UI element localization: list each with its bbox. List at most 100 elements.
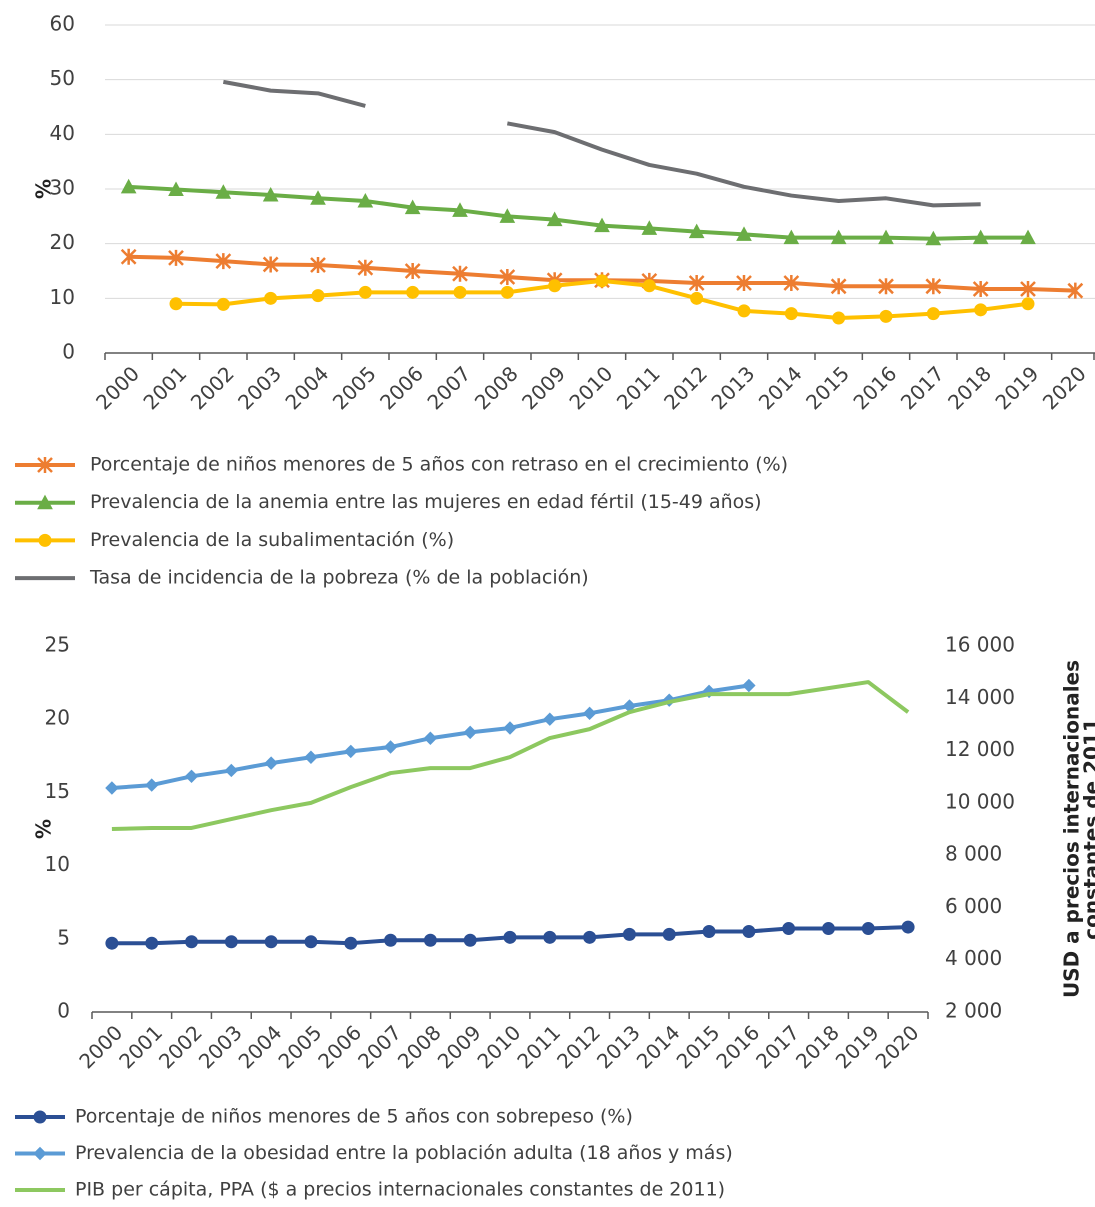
x-tick-label: 2008 bbox=[393, 1020, 446, 1073]
x-tick-label: 2005 bbox=[328, 361, 381, 414]
series-line bbox=[506, 121, 981, 208]
marker bbox=[503, 721, 517, 735]
marker bbox=[224, 763, 239, 778]
marker bbox=[972, 229, 989, 245]
x-tick-label: 2008 bbox=[470, 361, 523, 414]
marker bbox=[423, 933, 437, 947]
y2-tick-label: 16 000 bbox=[945, 633, 1015, 657]
marker bbox=[120, 178, 137, 194]
marker bbox=[736, 226, 752, 241]
marker bbox=[594, 217, 610, 233]
y-tick-label: 60 bbox=[50, 12, 75, 36]
x-tick-label: 2014 bbox=[754, 361, 807, 414]
y2-tick-label: 14 000 bbox=[945, 685, 1015, 709]
y-tick-label: 0 bbox=[57, 999, 70, 1023]
marker bbox=[784, 307, 798, 321]
marker bbox=[1021, 297, 1035, 311]
marker bbox=[406, 285, 420, 299]
marker bbox=[383, 740, 398, 754]
x-tick-label: 2001 bbox=[138, 361, 191, 414]
marker bbox=[311, 289, 325, 303]
y-tick-label: 20 bbox=[50, 230, 75, 254]
marker bbox=[582, 706, 597, 721]
marker bbox=[1020, 229, 1036, 245]
marker bbox=[546, 211, 563, 227]
y2-tick-label: 12 000 bbox=[945, 737, 1015, 761]
x-tick-label: 2009 bbox=[433, 1020, 486, 1073]
marker bbox=[830, 278, 847, 295]
marker bbox=[499, 269, 516, 286]
x-tick-label: 2018 bbox=[943, 361, 996, 414]
x-tick-label: 2013 bbox=[592, 1020, 645, 1073]
x-tick-label: 2011 bbox=[512, 1020, 565, 1073]
marker bbox=[737, 304, 751, 318]
marker bbox=[690, 291, 704, 305]
marker bbox=[642, 279, 656, 293]
x-tick-label: 2000 bbox=[74, 1020, 127, 1073]
x-tick-label: 2018 bbox=[791, 1020, 844, 1073]
marker bbox=[463, 933, 477, 947]
y2-tick-label: 6 000 bbox=[945, 894, 1002, 918]
legend-label: Porcentaje de niños menores de 5 años co… bbox=[75, 1106, 633, 1128]
y-axis-label: % bbox=[32, 179, 56, 199]
marker bbox=[384, 933, 398, 947]
y-tick-label: 15 bbox=[45, 779, 70, 803]
marker bbox=[453, 285, 467, 299]
marker bbox=[783, 229, 800, 245]
marker bbox=[688, 223, 705, 239]
marker bbox=[145, 936, 159, 950]
y-tick-label: 0 bbox=[62, 340, 75, 364]
marker bbox=[264, 291, 278, 305]
series-line bbox=[111, 680, 910, 831]
x-tick-label: 2014 bbox=[632, 1020, 685, 1073]
marker bbox=[404, 263, 421, 279]
marker bbox=[821, 922, 835, 936]
y2-tick-label: 4 000 bbox=[945, 946, 1002, 970]
x-tick-label: 2017 bbox=[751, 1020, 804, 1073]
marker bbox=[357, 192, 374, 208]
marker bbox=[878, 229, 894, 245]
y-tick-label: 10 bbox=[45, 852, 70, 876]
marker bbox=[543, 712, 557, 726]
marker bbox=[901, 920, 915, 934]
x-tick-label: 2001 bbox=[114, 1020, 167, 1073]
marker bbox=[37, 457, 53, 473]
marker bbox=[224, 935, 238, 949]
y2-tick-label: 2 000 bbox=[945, 999, 1002, 1023]
marker bbox=[543, 930, 557, 944]
marker bbox=[262, 186, 279, 202]
x-tick-label: 2003 bbox=[194, 1020, 247, 1073]
marker bbox=[702, 924, 716, 938]
marker bbox=[622, 927, 636, 941]
marker bbox=[215, 184, 232, 199]
marker bbox=[344, 936, 358, 950]
x-tick-label: 2019 bbox=[831, 1020, 884, 1073]
x-tick-label: 2011 bbox=[612, 361, 665, 414]
y2-tick-label: 8 000 bbox=[945, 842, 1002, 866]
marker bbox=[832, 311, 846, 325]
marker bbox=[215, 253, 232, 270]
marker bbox=[861, 922, 875, 936]
marker bbox=[583, 930, 597, 944]
marker bbox=[264, 935, 278, 949]
x-tick-label: 2004 bbox=[234, 1020, 287, 1073]
y-tick-label: 40 bbox=[50, 121, 75, 145]
marker bbox=[500, 285, 514, 299]
marker bbox=[344, 744, 358, 759]
marker bbox=[168, 181, 184, 197]
marker bbox=[463, 725, 477, 740]
legend-label: Prevalencia de la obesidad entre la pobl… bbox=[75, 1142, 733, 1164]
legend-label: Porcentaje de niños menores de 5 años co… bbox=[90, 454, 788, 476]
series-line bbox=[128, 184, 1028, 241]
marker bbox=[357, 259, 374, 276]
marker bbox=[184, 769, 199, 784]
marker bbox=[595, 274, 609, 288]
marker bbox=[742, 678, 756, 693]
marker bbox=[120, 248, 137, 265]
marker bbox=[742, 924, 756, 938]
marker bbox=[37, 494, 53, 510]
marker bbox=[404, 199, 421, 215]
marker bbox=[688, 275, 705, 292]
y-tick-label: 5 bbox=[57, 925, 70, 949]
